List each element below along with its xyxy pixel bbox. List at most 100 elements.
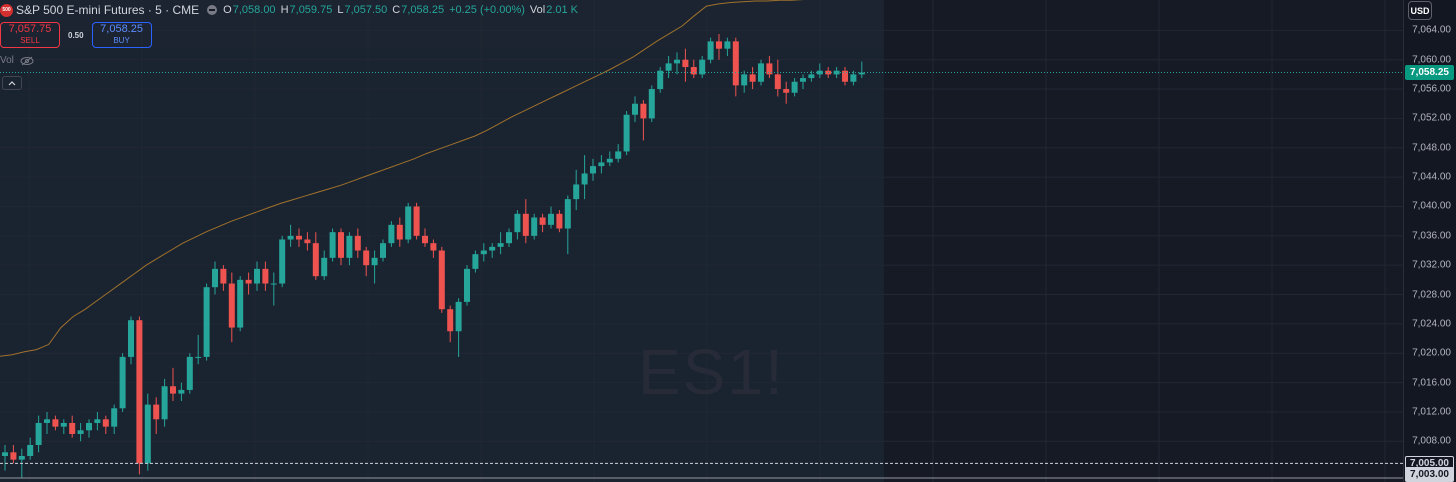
price-tick-label: 7,048.00	[1412, 142, 1451, 154]
candle	[212, 261, 218, 295]
market-status-icon[interactable]	[207, 5, 218, 15]
candle-body	[153, 404, 160, 420]
candle	[699, 56, 706, 79]
candle-body	[52, 419, 59, 427]
candle	[749, 67, 756, 90]
candle-body	[842, 70, 848, 82]
candle	[732, 37, 739, 97]
candle-body	[749, 74, 756, 82]
candle-body	[539, 217, 546, 225]
price-chart[interactable]	[0, 0, 1403, 482]
candle-body	[35, 422, 42, 445]
open-value: 7,058.00	[232, 4, 276, 16]
collapse-legend-button[interactable]	[2, 76, 22, 90]
candle	[531, 213, 538, 240]
chevron-up-icon	[8, 80, 16, 85]
candle-body	[186, 356, 193, 390]
candle-body	[480, 250, 487, 255]
candle-body	[2, 452, 8, 456]
candle-body	[413, 206, 420, 236]
candle	[77, 422, 84, 442]
buy-price: 7,058.25	[100, 23, 143, 35]
candle	[472, 250, 479, 273]
candle-body	[724, 41, 731, 49]
candle-body	[354, 235, 361, 251]
candle-body	[405, 206, 412, 240]
candle-body	[321, 257, 328, 277]
close-label: C	[392, 4, 401, 16]
candle-body	[741, 74, 748, 86]
candle	[220, 265, 227, 291]
indicator-label: Vol	[0, 55, 14, 66]
candle-body	[422, 235, 428, 244]
candle-body	[598, 162, 605, 167]
hide-eye-icon[interactable]	[20, 56, 34, 66]
candle-body	[648, 89, 655, 119]
candle	[438, 246, 445, 313]
candle-body	[212, 268, 218, 288]
candle-body	[640, 103, 647, 119]
sell-button[interactable]: 7,057.75 SELL	[0, 22, 60, 48]
candle	[254, 261, 260, 291]
candle	[287, 224, 294, 247]
candle	[564, 195, 571, 255]
candles	[2, 34, 865, 478]
candle-body	[632, 103, 638, 115]
candle	[405, 202, 412, 244]
candle	[304, 232, 311, 251]
price-tick-label: 7,024.00	[1412, 318, 1451, 330]
candle	[590, 158, 596, 181]
exchange-logo[interactable]: 500	[0, 3, 13, 17]
candle-body	[699, 59, 706, 75]
candle-body	[783, 89, 790, 93]
candle	[195, 334, 202, 365]
level-price-tag-2: 7,003.00	[1405, 467, 1454, 482]
candle-body	[447, 309, 454, 332]
candle-body	[623, 114, 630, 152]
buy-button[interactable]: 7,058.25 BUY	[91, 22, 152, 48]
candle-body	[329, 232, 336, 258]
candle-body	[270, 283, 277, 285]
currency-button[interactable]: USD	[1408, 1, 1432, 20]
candle	[94, 411, 101, 431]
symbol-title[interactable]: S&P 500 E-mini Futures · 5 · CME	[16, 3, 200, 17]
candle-body	[564, 199, 571, 229]
candle-body	[581, 173, 588, 185]
candle-body	[548, 213, 554, 225]
candle-body	[808, 74, 815, 79]
candle-body	[60, 422, 67, 427]
candle	[447, 305, 454, 343]
candle	[296, 228, 302, 247]
price-tick-label: 7,052.00	[1412, 112, 1451, 124]
candle	[640, 100, 647, 141]
price-tick-label: 7,056.00	[1412, 83, 1451, 95]
candle	[690, 59, 697, 79]
candle	[581, 155, 588, 200]
candle	[262, 261, 269, 291]
candle-body	[119, 356, 126, 409]
candle-body	[506, 232, 512, 244]
candle-body	[430, 243, 437, 251]
candle-body	[606, 158, 613, 163]
candle-body	[464, 268, 470, 302]
candle-body	[254, 268, 260, 284]
candle-body	[245, 279, 252, 284]
candle-body	[228, 283, 235, 328]
candle	[783, 81, 790, 104]
candle	[808, 70, 815, 82]
candle	[674, 52, 680, 75]
candle	[245, 272, 252, 295]
candle-body	[472, 254, 479, 269]
candle	[413, 202, 420, 240]
price-axis[interactable]: 7,008.00 7,012.00 7,016.00 7,020.00 7,024.00…	[1403, 0, 1456, 482]
candle-body	[136, 320, 143, 464]
symbol-legend: 500 S&P 500 E-mini Futures · 5 · CME O 7,…	[0, 3, 583, 17]
candle-body	[262, 268, 269, 284]
candle-body	[615, 151, 622, 159]
buy-label: BUY	[113, 36, 130, 45]
volume-indicator-legend[interactable]: Vol	[0, 55, 34, 66]
candle	[10, 444, 17, 464]
candle	[178, 382, 185, 401]
candle	[774, 59, 781, 97]
